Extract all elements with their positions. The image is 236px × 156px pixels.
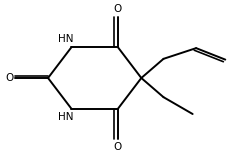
Text: HN: HN xyxy=(58,34,73,44)
Text: O: O xyxy=(114,4,122,14)
Text: O: O xyxy=(5,73,14,83)
Text: O: O xyxy=(114,142,122,152)
Text: HN: HN xyxy=(58,112,73,122)
